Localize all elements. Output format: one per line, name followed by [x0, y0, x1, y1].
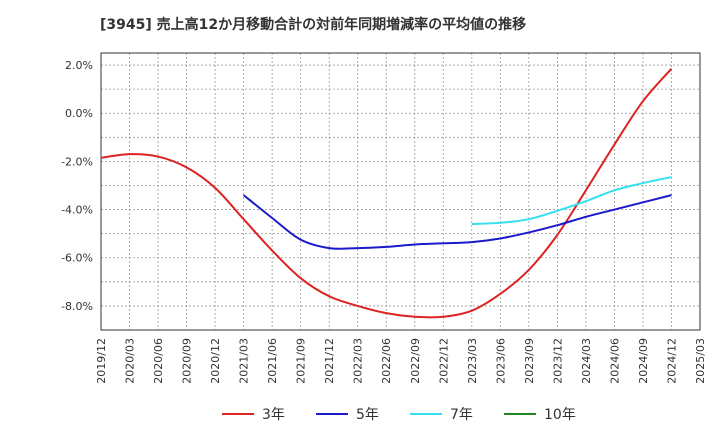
legend: 3年 5年 7年 10年 [0, 402, 720, 426]
x-tick-label: 2024/03 [580, 338, 593, 384]
x-tick-label: 2022/09 [409, 338, 422, 384]
x-tick-label: 2023/03 [466, 338, 479, 384]
x-tick-label: 2021/09 [295, 338, 308, 384]
legend-label: 3年 [262, 407, 285, 423]
x-tick-label: 2023/09 [523, 338, 536, 384]
y-tick-label: -2.0% [61, 155, 93, 168]
y-tick-label: 0.0% [65, 107, 93, 120]
x-tick-label: 2019/12 [95, 338, 108, 384]
x-tick-label: 2021/06 [266, 338, 279, 384]
y-tick-label: -4.0% [61, 204, 93, 217]
x-tick-label: 2020/09 [181, 338, 194, 384]
plot-frame [100, 52, 701, 331]
legend-item-1: 5年 [316, 402, 379, 426]
legend-swatch [504, 413, 536, 415]
x-tick-label: 2022/12 [437, 338, 450, 384]
x-tick-label: 2023/12 [551, 338, 564, 384]
x-tick-label: 2022/03 [352, 338, 365, 384]
legend-swatch [316, 413, 348, 415]
legend-label: 10年 [544, 407, 576, 423]
x-tick-label: 2020/12 [209, 338, 222, 384]
x-tick-label: 2021/12 [323, 338, 336, 384]
legend-swatch [222, 413, 254, 415]
legend-item-3: 10年 [504, 402, 576, 426]
x-tick-label: 2020/06 [152, 338, 165, 384]
legend-item-0: 3年 [222, 402, 285, 426]
y-tick-label: -6.0% [61, 252, 93, 265]
legend-label: 5年 [356, 407, 379, 423]
series-line-2 [471, 176, 672, 226]
chart-title: [3945] 売上高12か月移動合計の対前年同期増減率の平均値の推移 [100, 17, 527, 33]
x-tick-label: 2025/03 [694, 338, 707, 384]
y-tick-label: -8.0% [61, 300, 93, 313]
x-tick-label: 2024/09 [637, 338, 650, 384]
x-tick-label: 2020/03 [124, 338, 137, 384]
x-tick-label: 2023/06 [494, 338, 507, 384]
y-tick-label: 2.0% [65, 59, 93, 72]
x-tick-label: 2021/03 [238, 338, 251, 384]
y-axis-ticks: 2.0% 0.0% -2.0% -4.0% -6.0% -8.0% [61, 59, 93, 313]
x-tick-label: 2024/12 [665, 338, 678, 384]
legend-swatch [410, 413, 442, 415]
series-lines [100, 67, 673, 319]
x-tick-label: 2022/06 [380, 338, 393, 384]
legend-label: 7年 [450, 407, 473, 423]
series-line-1 [242, 194, 672, 250]
x-tick-label: 2024/06 [608, 338, 621, 384]
x-axis-ticks: 2019/12 2020/03 2020/06 2020/09 2020/12 2021/… [95, 338, 707, 384]
legend-item-2: 7年 [410, 402, 473, 426]
